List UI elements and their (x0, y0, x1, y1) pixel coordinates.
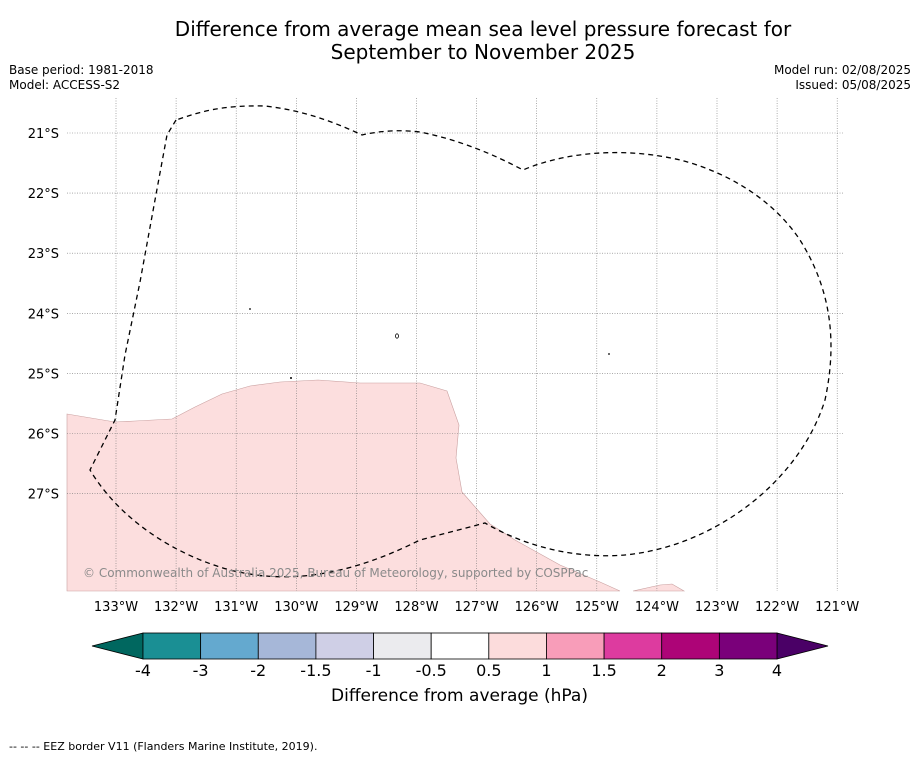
issued-date: Issued: 05/08/2025 (795, 78, 911, 92)
island-2 (290, 377, 292, 379)
latitude-label: 24°S (28, 307, 59, 322)
colorbar-title: Difference from average (hPa) (331, 686, 588, 706)
colorbar-bin (546, 632, 605, 660)
colorbar-tick-label: 4 (772, 661, 782, 680)
colorbar-bin (718, 632, 778, 660)
longitude-label: 130°W (274, 600, 318, 615)
colorbar-tick-label: -2 (250, 661, 266, 680)
colorbar-tick-label: -3 (193, 661, 209, 680)
island-4 (608, 353, 610, 355)
colorbar-tick-label: 3 (714, 661, 724, 680)
model-run: Model run: 02/08/2025 (773, 63, 911, 77)
title-line-1: Difference from average mean sea level p… (174, 17, 792, 41)
meta-right: Model run: 02/08/2025 Issued: 05/08/2025 (774, 63, 911, 93)
latitude-label: 22°S (28, 187, 59, 202)
island-3 (395, 333, 399, 339)
graticule (67, 98, 843, 591)
longitude-label: 126°W (515, 600, 559, 615)
colorbar: -4 -3 -2 -1.5 -1 -0.5 0.5 1 1.5 2 3 4 (91, 632, 829, 680)
colorbar-bin (661, 632, 720, 660)
copyright-notice: © Commonwealth of Australia 2025, Bureau… (83, 566, 588, 580)
colorbar-tick-label: 2 (657, 661, 667, 680)
latitude-label: 27°S (28, 488, 59, 503)
island-1 (249, 308, 251, 310)
latitude-label: 21°S (28, 127, 59, 142)
colorbar-over-arrow (776, 632, 829, 660)
longitude-label: 132°W (154, 600, 198, 615)
longitude-label: 127°W (455, 600, 499, 615)
longitude-label: 133°W (94, 600, 138, 615)
latitude-labels: 21°S 22°S 23°S 24°S 25°S 26°S 27°S (28, 127, 59, 503)
colorbar-tick-label: -0.5 (416, 661, 447, 680)
colorbar-bin (488, 632, 547, 660)
colorbar-bin (373, 632, 432, 660)
anomaly-region (66, 379, 621, 592)
colorbar-tick-label: -1.5 (300, 661, 331, 680)
colorbar-tick-label: 1 (541, 661, 551, 680)
title-line-2: September to November 2025 (330, 40, 636, 64)
longitude-label: 123°W (695, 600, 739, 615)
latitude-label: 23°S (28, 247, 59, 262)
longitude-labels: 133°W 132°W 131°W 130°W 129°W 128°W 127°W 126°W… (94, 600, 860, 615)
latitude-label: 25°S (28, 367, 59, 382)
colorbar-under-arrow (91, 632, 144, 660)
colorbar-bin (603, 632, 663, 660)
model-name: Model: ACCESS-S2 (9, 78, 121, 92)
colorbar-tick-label: 1.5 (591, 661, 616, 680)
colorbar-tick-label: -4 (135, 661, 151, 680)
eez-footnote: -- -- -- EEZ border V11 (Flanders Marine… (9, 740, 318, 753)
colorbar-tick-label: 0.5 (476, 661, 501, 680)
longitude-label: 124°W (635, 600, 679, 615)
colorbar-bin (430, 632, 490, 660)
longitude-label: 131°W (214, 600, 258, 615)
map-title: Difference from average mean sea level p… (0, 18, 919, 64)
colorbar-tick-label: -1 (366, 661, 382, 680)
base-period: Base period: 1981-2018 (9, 63, 154, 77)
colorbar-bin (315, 632, 374, 660)
longitude-label: 128°W (394, 600, 438, 615)
longitude-label: 122°W (755, 600, 799, 615)
eez-border (89, 105, 832, 578)
islands (249, 308, 610, 379)
map-area: © Commonwealth of Australia 2025, Bureau… (66, 98, 843, 592)
colorbar-bin (257, 632, 317, 660)
anomaly-region-2 (632, 583, 686, 592)
colorbar-bin (142, 632, 202, 660)
longitude-label: 125°W (575, 600, 619, 615)
colorbar-bin (200, 632, 259, 660)
longitude-label: 121°W (815, 600, 859, 615)
latitude-label: 26°S (28, 428, 59, 443)
longitude-label: 129°W (334, 600, 378, 615)
meta-left: Base period: 1981-2018 Model: ACCESS-S2 (9, 63, 154, 93)
